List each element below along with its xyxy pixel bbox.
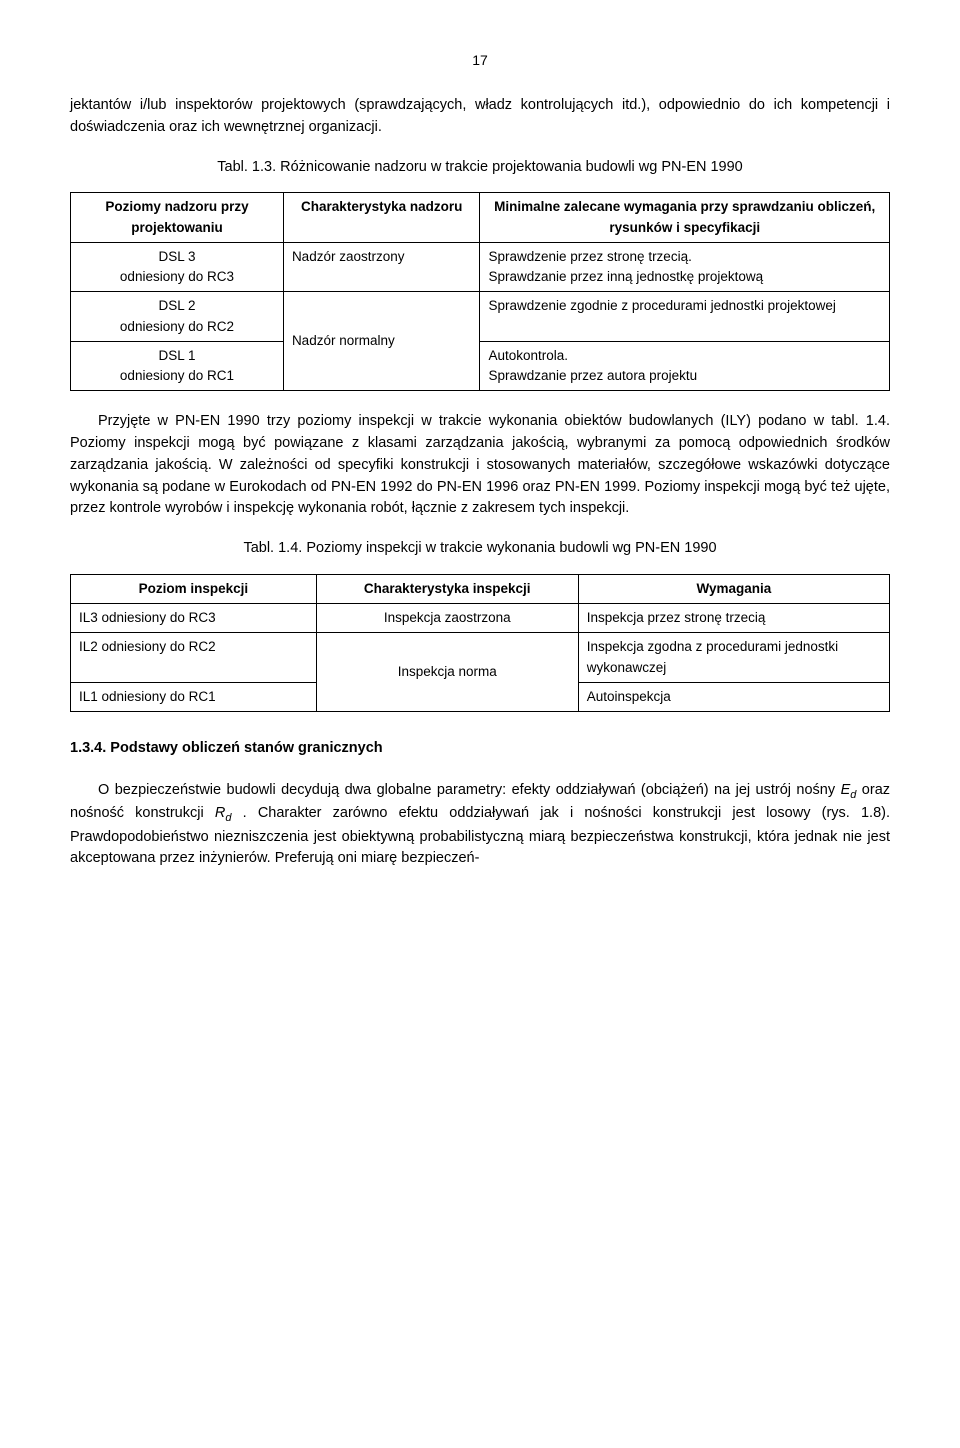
section-title: 1.3.4. Podstawy obliczeń stanów graniczn… (70, 738, 890, 760)
table2-header-c2: Charakterystyka inspekcji (316, 574, 578, 603)
closing-paragraph: O bezpieczeństwie budowli decydują dwa g… (70, 780, 890, 870)
table1-header-c2: Charakterystyka nadzoru (283, 193, 480, 243)
symbol-rd-sub: d (225, 812, 231, 824)
table-row: IL3 odniesiony do RC3 Inspekcja zaostrzo… (71, 604, 890, 633)
table1-r1-c1: DSL 2odniesiony do RC2 (71, 292, 284, 342)
table1-caption: Tabl. 1.3. Różnicowanie nadzoru w trakci… (70, 157, 890, 179)
symbol-ed-sub: d (850, 789, 856, 801)
table1-header-c3: Minimalne zalecane wymagania przy sprawd… (480, 193, 890, 243)
table1-r0-c1: DSL 3odniesiony do RC3 (71, 242, 284, 292)
table2-r2-c3: Autoinspekcja (578, 682, 889, 711)
intro-paragraph: jektantów i/lub inspektorów projektowych… (70, 95, 890, 139)
table1-r2-c1: DSL 1odniesiony do RC1 (71, 341, 284, 391)
table-row: Poziomy nadzoru przy projektowaniu Chara… (71, 193, 890, 243)
closing-text-pre: O bezpieczeństwie budowli decydują dwa g… (98, 782, 841, 798)
table2-r2-c1: IL1 odniesiony do RC1 (71, 682, 317, 711)
table2-header-c1: Poziom inspekcji (71, 574, 317, 603)
table2-r1-c3: Inspekcja zgodna z procedurami jednostki… (578, 633, 889, 683)
table-row: Poziom inspekcji Charakterystyka inspekc… (71, 574, 890, 603)
table-row: DSL 3odniesiony do RC3 Nadzór zaostrzony… (71, 242, 890, 292)
table2-r1-c2: Inspekcja norma (316, 633, 578, 712)
table1-r1-c3: Sprawdzenie zgodnie z procedurami jednos… (480, 292, 890, 342)
table1-r0-c3: Sprawdzenie przez stronę trzecią.Sprawdz… (480, 242, 890, 292)
table1-header-c1: Poziomy nadzoru przy projektowaniu (71, 193, 284, 243)
table2-header-c3: Wymagania (578, 574, 889, 603)
symbol-ed-base: E (841, 782, 851, 798)
table-1: Poziomy nadzoru przy projektowaniu Chara… (70, 192, 890, 391)
table2-r0-c3: Inspekcja przez stronę trzecią (578, 604, 889, 633)
table2-r0-c1: IL3 odniesiony do RC3 (71, 604, 317, 633)
table2-r0-c2: Inspekcja zaostrzona (316, 604, 578, 633)
page-number: 17 (70, 50, 890, 71)
table2-caption: Tabl. 1.4. Poziomy inspekcji w trakcie w… (70, 538, 890, 560)
table-row: DSL 1odniesiony do RC1 Autokontrola.Spra… (71, 341, 890, 391)
table1-r1-c2: Nadzór normalny (283, 292, 480, 391)
table1-r2-c3: Autokontrola.Sprawdzanie przez autora pr… (480, 341, 890, 391)
table2-r1-c1: IL2 odniesiony do RC2 (71, 633, 317, 683)
table-row: IL2 odniesiony do RC2 Inspekcja norma In… (71, 633, 890, 683)
mid-paragraph: Przyjęte w PN-EN 1990 trzy poziomy inspe… (70, 411, 890, 520)
table1-r0-c2: Nadzór zaostrzony (283, 242, 480, 292)
symbol-rd-base: R (215, 805, 225, 821)
table-row: DSL 2odniesiony do RC2 Nadzór normalny S… (71, 292, 890, 342)
table-2: Poziom inspekcji Charakterystyka inspekc… (70, 574, 890, 712)
